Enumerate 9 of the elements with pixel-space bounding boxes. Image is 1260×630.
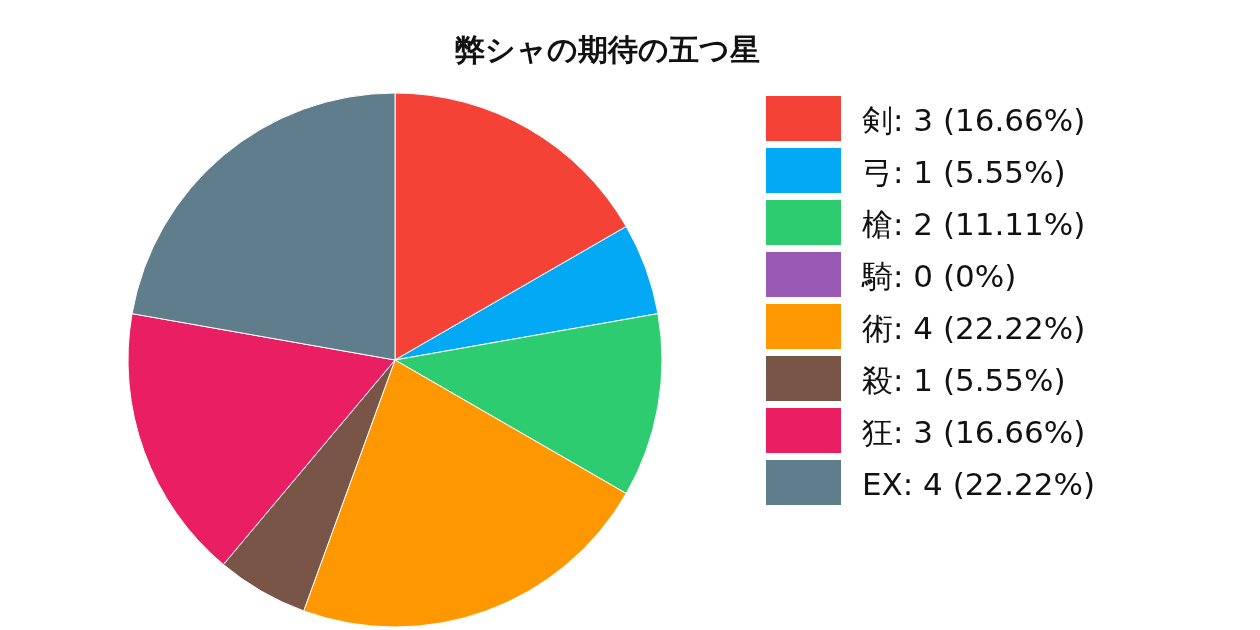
legend-label: 術: 4 (22.22%) <box>862 310 1086 346</box>
legend-label: 騎: 0 (0%) <box>861 258 1017 294</box>
legend-label: 剣: 3 (16.66%) <box>862 102 1086 138</box>
legend-label: 殺: 1 (5.55%) <box>862 362 1066 398</box>
legend-label: EX: 4 (22.22%) <box>862 466 1096 502</box>
legend-label: 槍: 2 (11.11%) <box>862 206 1086 242</box>
legend-label: 弓: 1 (5.55%) <box>862 154 1066 190</box>
chart-title: 弊シャの期待の五つ星 <box>454 32 760 67</box>
legend-label: 狂: 3 (16.66%) <box>862 414 1086 450</box>
